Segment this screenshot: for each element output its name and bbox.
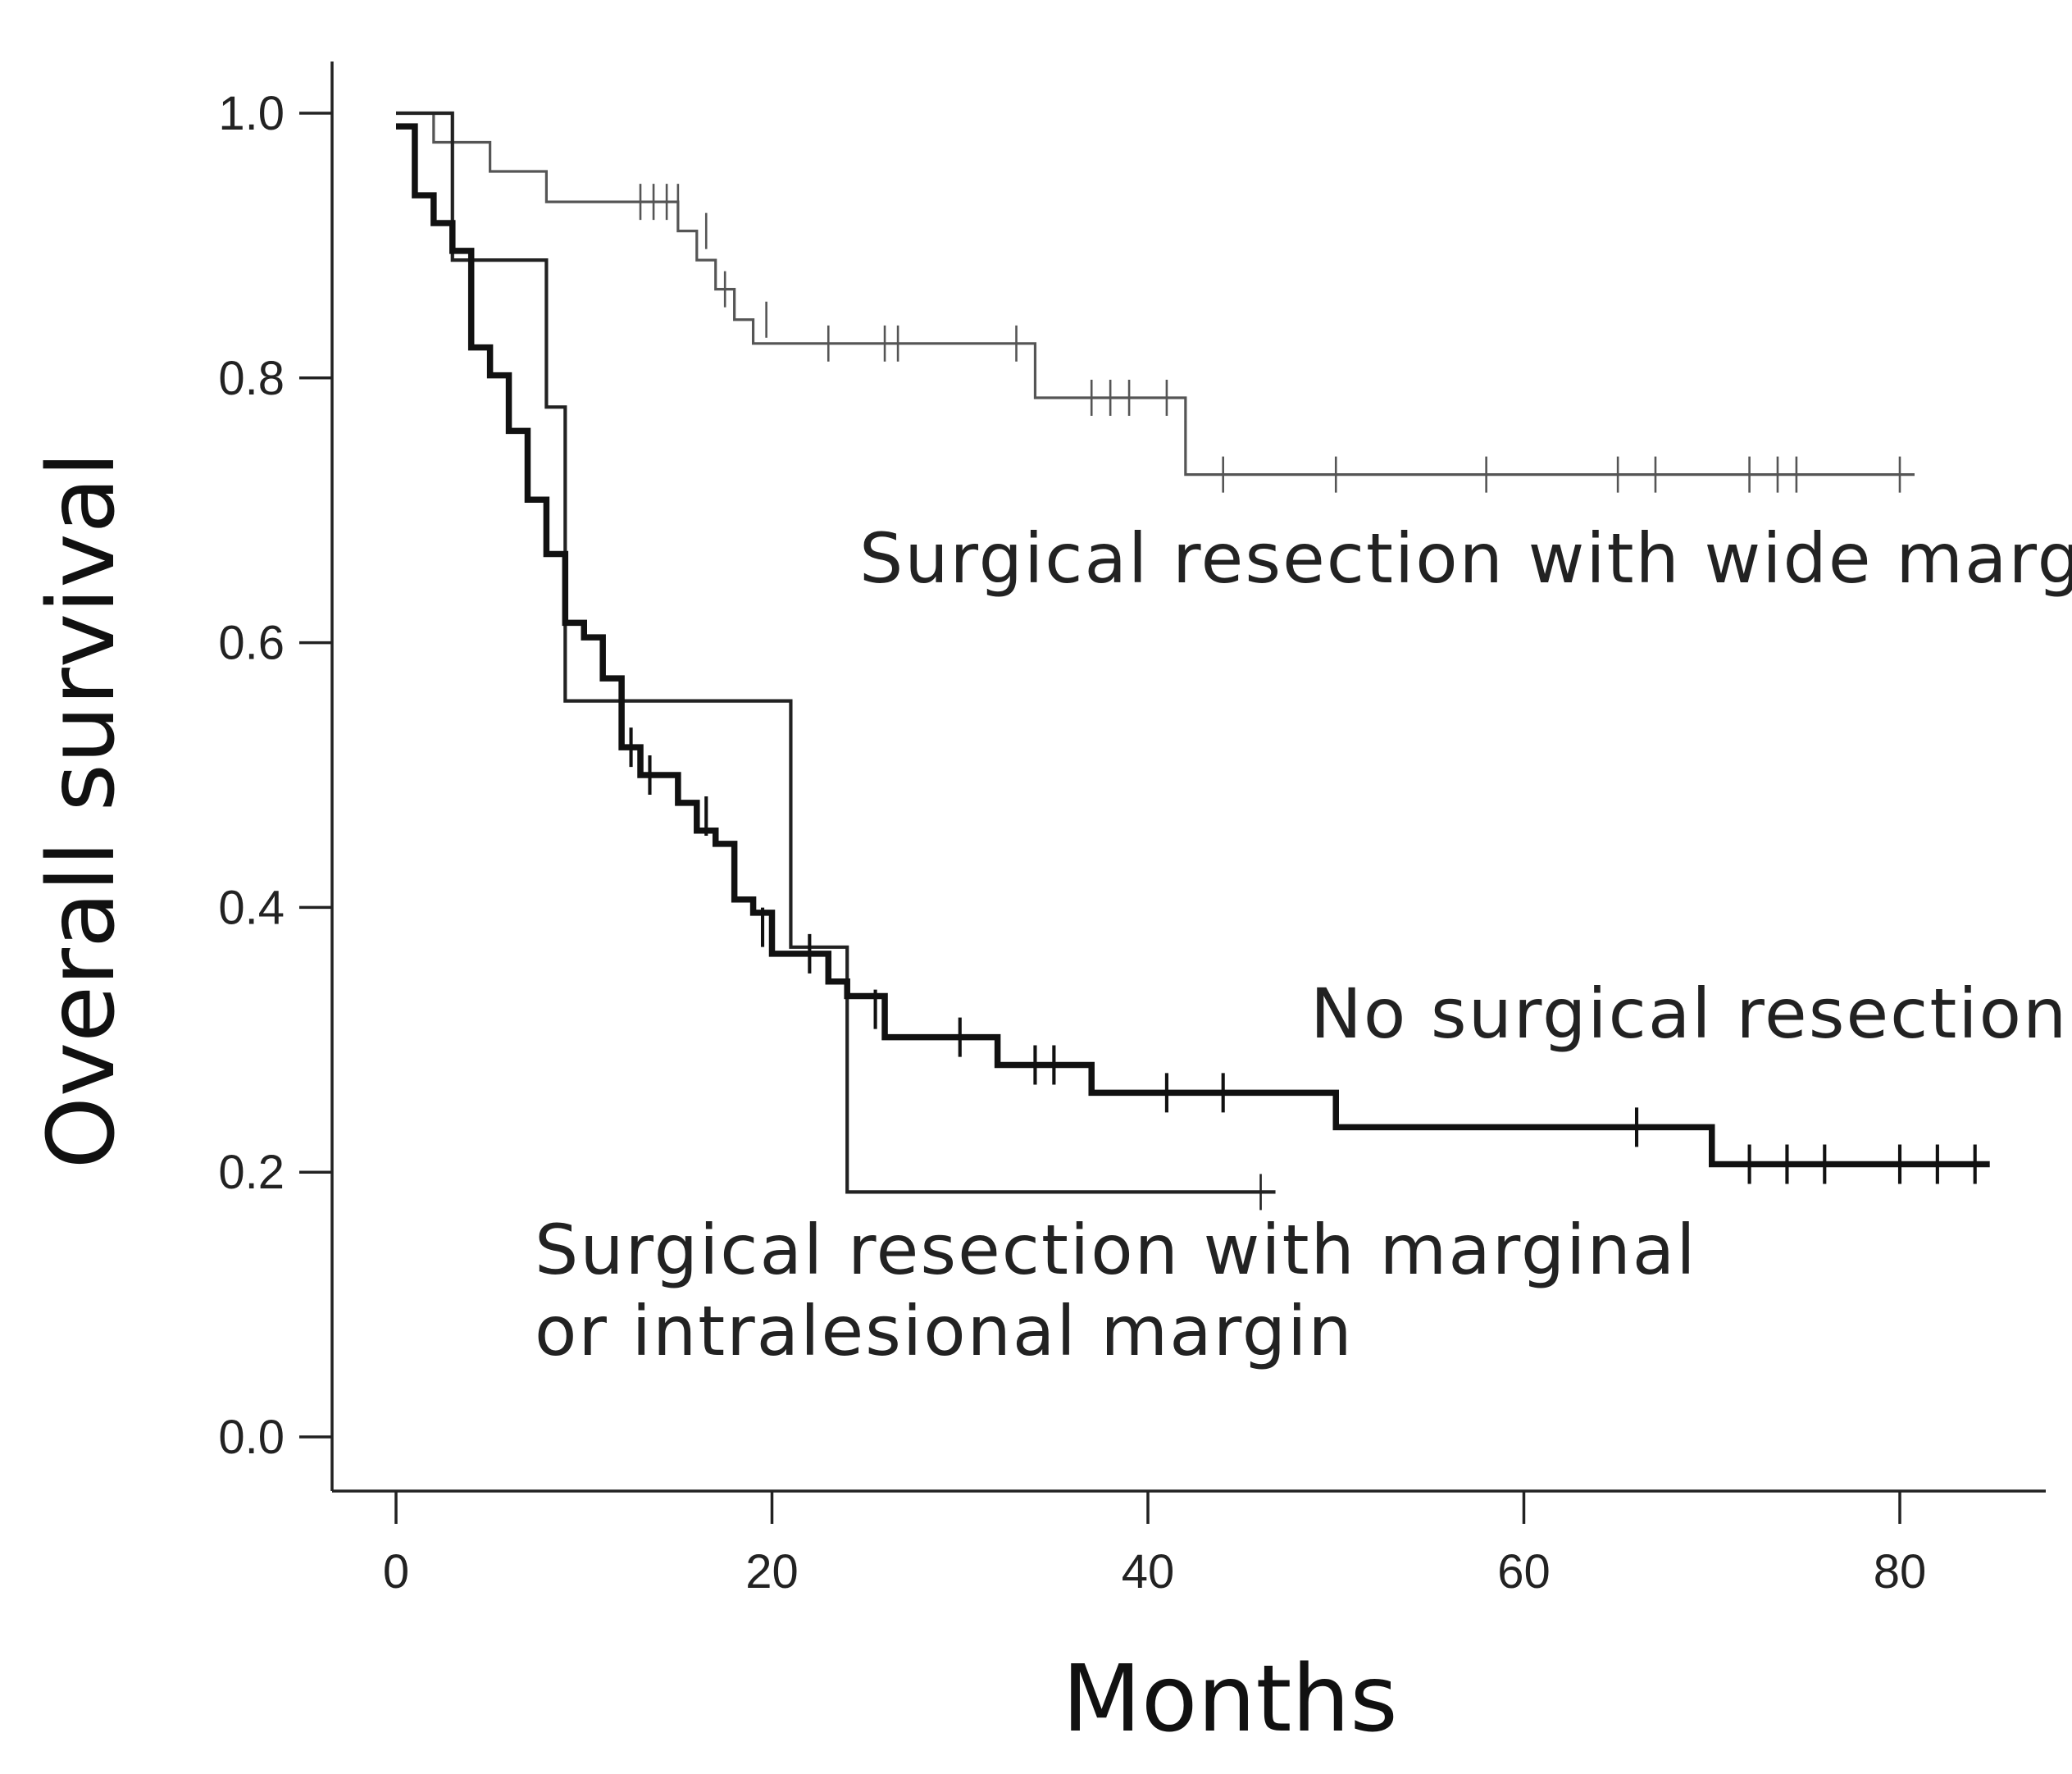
series-1 bbox=[396, 112, 1915, 493]
y-tick-label: 0.2 bbox=[218, 1146, 285, 1199]
annotation-marginal-line2: or intralesional margin bbox=[535, 1291, 1354, 1371]
y-tick-label: 0.8 bbox=[218, 352, 285, 405]
km-curve-line bbox=[396, 111, 1276, 1194]
annotation-wide-margin: Surgical resection with wide margin bbox=[859, 518, 2072, 599]
x-tick-label: 0 bbox=[383, 1545, 409, 1598]
km-curve-line bbox=[396, 123, 1990, 1168]
y-axis-title: Overall survival bbox=[29, 452, 135, 1170]
series-layer bbox=[396, 111, 1990, 1211]
x-tick-label: 20 bbox=[745, 1545, 799, 1598]
y-tick-label: 1.0 bbox=[218, 87, 285, 140]
x-tick-label: 40 bbox=[1122, 1545, 1175, 1598]
series-3 bbox=[396, 123, 1990, 1184]
annotations: Surgical resection with wide margin No s… bbox=[535, 518, 2072, 1371]
y-tick-label: 0.6 bbox=[218, 617, 285, 670]
y-tick-label: 0.0 bbox=[218, 1411, 285, 1464]
x-axis-title: Months bbox=[1062, 1646, 1397, 1753]
series-2 bbox=[396, 111, 1276, 1211]
annotation-marginal-line1: Surgical resection with marginal bbox=[535, 1210, 1697, 1290]
x-tick-label: 80 bbox=[1874, 1545, 1927, 1598]
x-ticks: 0 20 40 60 80 bbox=[383, 1491, 1926, 1598]
y-tick-label: 0.4 bbox=[218, 881, 285, 934]
y-ticks: 0.0 0.2 0.4 0.6 0.8 1.0 bbox=[218, 87, 332, 1464]
x-tick-label: 60 bbox=[1497, 1545, 1551, 1598]
axes bbox=[330, 62, 2046, 1493]
annotation-no-surgery: No surgical resection bbox=[1310, 974, 2068, 1054]
km-curve-line bbox=[396, 112, 1915, 477]
